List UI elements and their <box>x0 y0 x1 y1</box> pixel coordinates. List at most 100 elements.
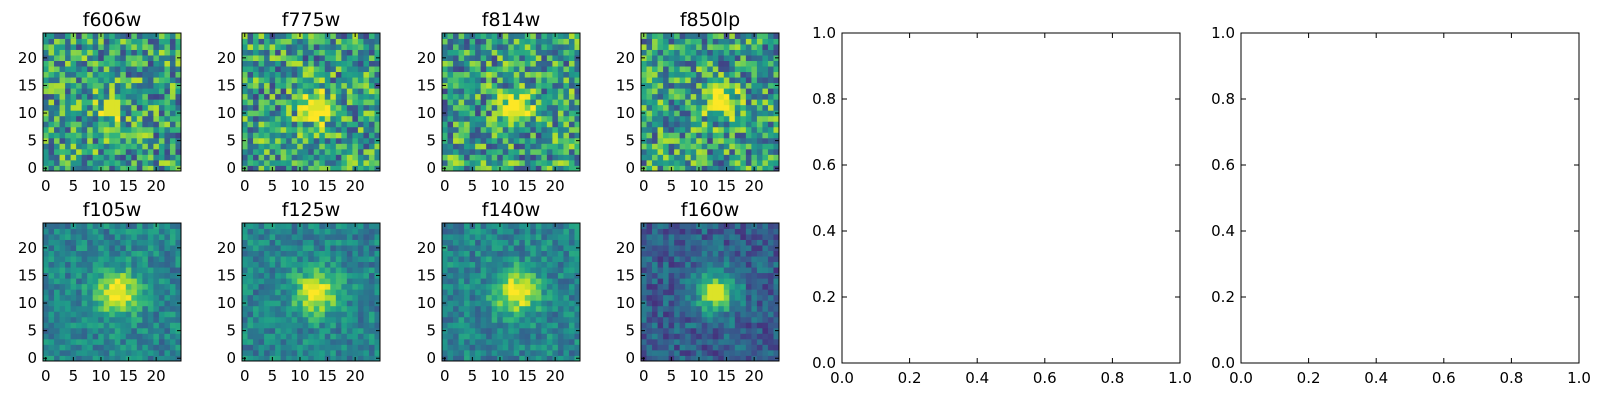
heatmap-cell <box>125 93 132 100</box>
heatmap-cell <box>574 311 581 318</box>
heatmap-cell <box>442 77 448 84</box>
heatmap-cell <box>685 316 692 323</box>
heatmap-cell <box>690 55 697 61</box>
heatmap-cell <box>120 88 127 95</box>
heatmap-cell <box>535 77 542 84</box>
heatmap-cell <box>453 126 459 133</box>
heatmap-cell <box>242 250 248 257</box>
heatmap-cell <box>54 38 60 45</box>
heatmap-cell <box>302 82 309 89</box>
heatmap-cell <box>535 55 542 61</box>
heatmap-cell <box>646 311 653 318</box>
heatmap-cell <box>568 338 575 345</box>
heatmap-cell <box>352 137 359 144</box>
heatmap-cell <box>546 154 553 161</box>
heatmap-cell <box>59 38 66 45</box>
heatmap-cell <box>374 77 381 84</box>
heatmap-cell <box>447 104 454 111</box>
heatmap-cell <box>729 44 736 50</box>
heatmap-cell <box>690 104 697 111</box>
heatmap-cell <box>153 289 160 296</box>
heatmap-cell <box>103 316 110 323</box>
heatmap-cell <box>269 71 276 78</box>
heatmap-cell <box>756 110 763 117</box>
heatmap-cell <box>497 234 504 240</box>
heatmap-cell <box>535 239 542 246</box>
heatmap-cell <box>253 311 259 318</box>
heatmap-cell <box>103 159 110 166</box>
heatmap-cell <box>258 261 265 268</box>
heatmap-cell <box>76 159 83 166</box>
heatmap-cell <box>734 316 741 323</box>
heatmap-cell <box>712 311 719 318</box>
heatmap-cell <box>280 327 287 334</box>
heatmap-cell <box>480 115 487 122</box>
heatmap-cell <box>745 60 752 67</box>
heatmap-cell <box>475 294 482 301</box>
heatmap-cell <box>442 250 448 257</box>
heatmap-cell <box>734 294 741 301</box>
heatmap-cell <box>164 66 171 73</box>
heatmap-cell <box>464 234 470 240</box>
heatmap-cell <box>685 154 692 161</box>
heatmap-cell <box>164 159 171 166</box>
heatmap-cell <box>242 93 248 100</box>
heatmap-cell <box>524 283 531 290</box>
heatmap-cell <box>458 289 465 296</box>
heatmap-cell <box>502 49 509 56</box>
heatmap-cell <box>519 38 526 45</box>
heatmap-cell <box>242 44 248 50</box>
heatmap-cell <box>76 278 83 285</box>
heatmap-cell <box>541 99 548 106</box>
heatmap-cell <box>745 115 752 122</box>
heatmap-cell <box>59 355 66 362</box>
heatmap-cell <box>242 278 248 285</box>
heatmap-cell <box>663 355 669 362</box>
heatmap-cell <box>674 126 681 133</box>
heatmap-cell <box>368 239 375 246</box>
heatmap-cell <box>447 44 454 50</box>
heatmap-cell <box>164 126 171 133</box>
heatmap-cell <box>169 228 176 235</box>
heatmap-cell <box>319 239 326 246</box>
heatmap-cell <box>469 55 476 61</box>
heatmap-cell <box>524 88 531 95</box>
heatmap-cell <box>43 115 49 122</box>
heatmap-cell <box>264 294 270 301</box>
heatmap-cell <box>147 132 154 139</box>
heatmap-cell <box>475 110 482 117</box>
heatmap-cell <box>341 44 348 50</box>
heatmap-cell <box>685 38 692 45</box>
heatmap-cell <box>158 239 165 246</box>
heatmap-cell <box>175 88 182 95</box>
heatmap-cell <box>120 148 127 155</box>
heatmap-cell <box>685 305 692 312</box>
heatmap-cell <box>574 305 581 312</box>
heatmap-cell <box>729 300 736 307</box>
heatmap-cell <box>546 88 553 95</box>
heatmap-cell <box>497 239 504 246</box>
heatmap-cell <box>480 132 487 139</box>
heatmap-cell <box>568 344 575 351</box>
heatmap-cell <box>70 82 77 89</box>
heatmap-cell <box>319 137 326 144</box>
heatmap-cell <box>464 305 470 312</box>
heatmap-cell <box>729 110 736 117</box>
heatmap-cell <box>308 338 315 345</box>
heatmap-cell <box>480 300 487 307</box>
heatmap-cell <box>546 283 553 290</box>
heatmap-cell <box>374 256 381 263</box>
heatmap-cell <box>341 77 348 84</box>
heatmap-cell <box>563 115 570 122</box>
heatmap-cell <box>169 278 176 285</box>
heatmap-cell <box>70 71 77 78</box>
heatmap-cell <box>723 311 730 318</box>
heatmap-cell <box>458 333 465 340</box>
heatmap-cell <box>546 289 553 296</box>
heatmap-cell <box>125 234 132 240</box>
heatmap-cell <box>158 267 165 274</box>
heatmap-cell <box>442 93 448 100</box>
heatmap-cell <box>280 33 287 39</box>
heatmap-cell <box>756 159 763 166</box>
